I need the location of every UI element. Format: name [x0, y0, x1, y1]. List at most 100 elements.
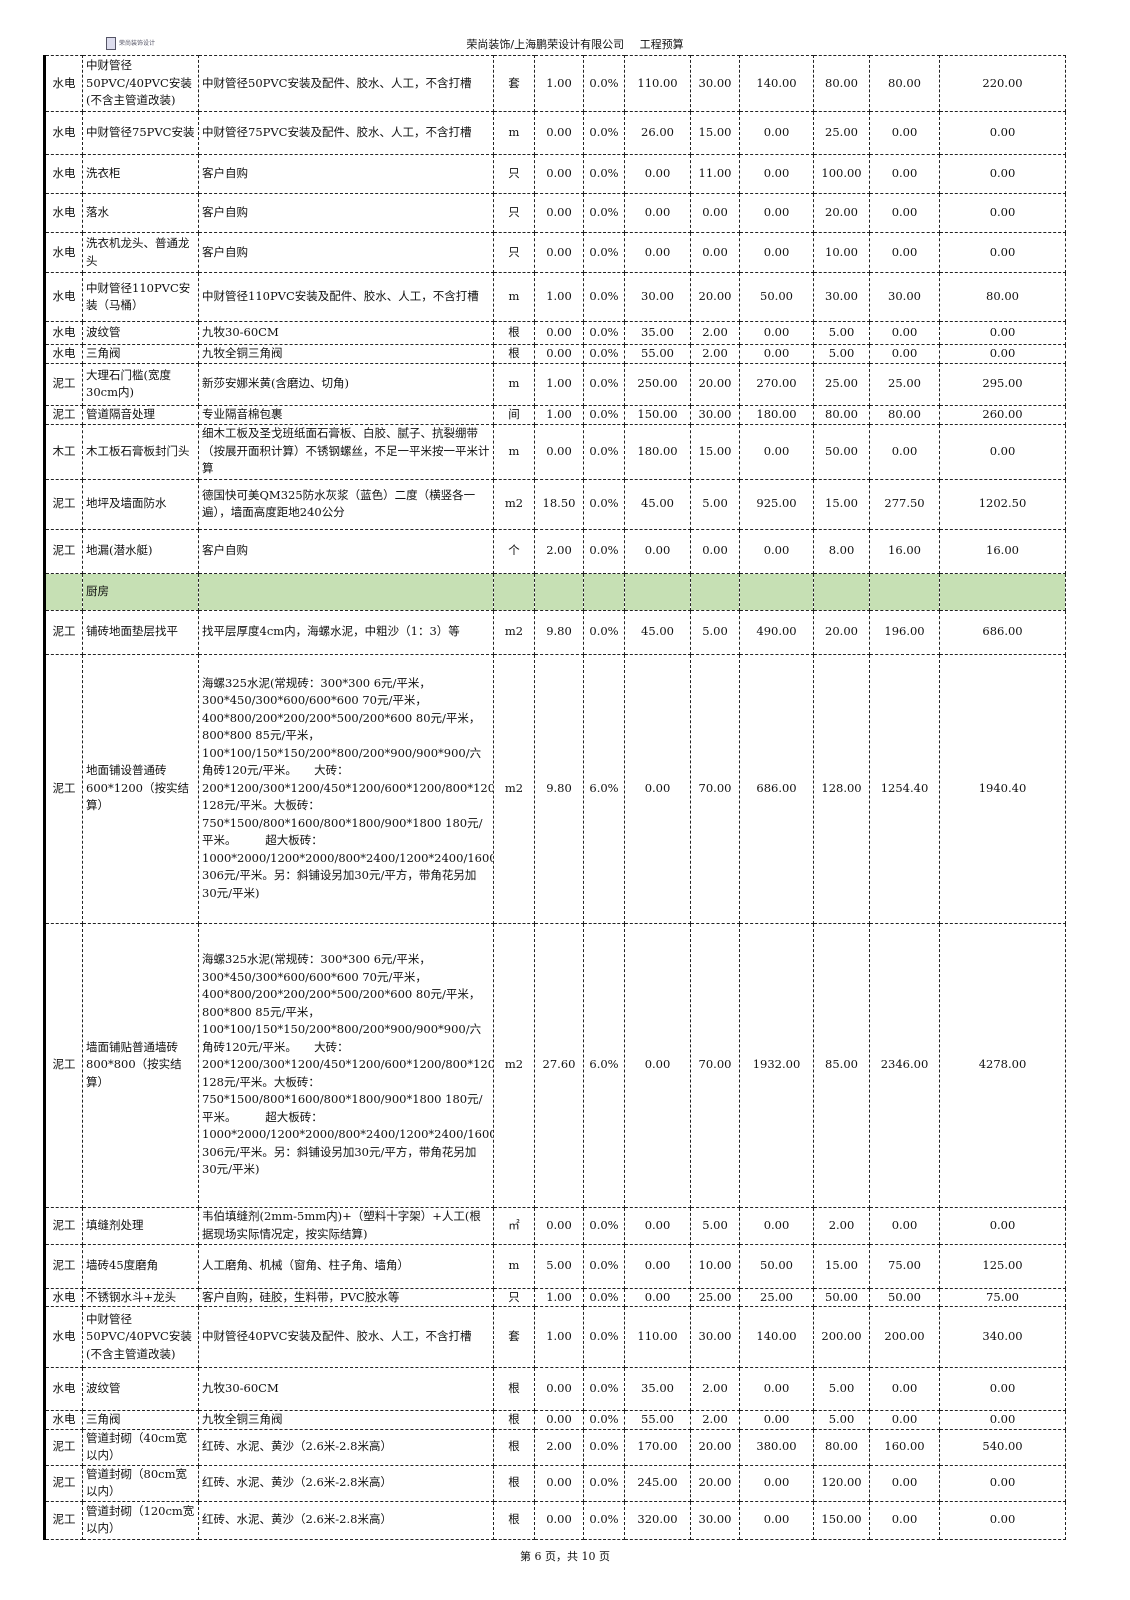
labor-unit-cell: 128.00 — [813, 653, 870, 924]
material-total-cell: 0.00 — [739, 321, 814, 345]
item-name-cell: 三角阀 — [82, 1410, 199, 1430]
labor-total-cell: 0.00 — [869, 232, 940, 273]
labor-price-cell: 5.00 — [690, 1206, 740, 1245]
labor-total-cell: 25.00 — [869, 362, 940, 406]
material-price-cell: 0.00 — [624, 1243, 691, 1289]
loss-rate-cell: 0.0% — [583, 111, 625, 155]
material-total-cell: 180.00 — [739, 404, 814, 425]
quantity-cell: 1.00 — [534, 362, 584, 406]
labor-total-cell: 0.00 — [869, 154, 940, 194]
labor-price-cell — [690, 572, 740, 611]
unit-cell: 套 — [493, 55, 535, 112]
quantity-cell: 0.00 — [534, 321, 584, 345]
material-total-cell: 50.00 — [739, 272, 814, 322]
category-cell: 水电 — [44, 321, 83, 345]
quantity-cell: 27.60 — [534, 922, 584, 1208]
material-price-cell: 0.00 — [624, 154, 691, 194]
item-name-cell: 波纹管 — [82, 321, 199, 345]
labor-price-cell: 30.00 — [690, 1500, 740, 1540]
labor-price-cell: 30.00 — [690, 55, 740, 112]
description-cell: 细木工板及圣戈班纸面石膏板、白胶、腻子、抗裂绷带（按展开面积计算）不锈钢螺丝，不… — [198, 423, 494, 480]
item-name-cell: 管道隔音处理 — [82, 404, 199, 425]
item-name-cell: 不锈钢水斗+龙头 — [82, 1287, 199, 1307]
labor-price-cell: 30.00 — [690, 404, 740, 425]
description-cell: 九牧30-60CM — [198, 1367, 494, 1411]
company-logo: 荣尚装饰设计 — [106, 35, 170, 51]
loss-rate-cell: 0.0% — [583, 1287, 625, 1307]
quantity-cell: 2.00 — [534, 1428, 584, 1466]
material-total-cell: 140.00 — [739, 55, 814, 112]
labor-total-cell: 0.00 — [869, 1464, 940, 1502]
row-total-cell: 1940.40 — [939, 653, 1066, 924]
unit-cell: 根 — [493, 1464, 535, 1502]
labor-unit-cell: 20.00 — [813, 193, 870, 233]
description-cell: 德国快可美QM325防水灰浆（蓝色）二度（横竖各一遍），墙面高度距地240公分 — [198, 478, 494, 530]
page-header: 荣尚装饰/上海鹏荣设计有限公司 工程预算 — [0, 36, 1130, 52]
category-cell: 泥工 — [44, 1428, 83, 1466]
row-total-cell: 80.00 — [939, 272, 1066, 322]
row-total-cell: 0.00 — [939, 1410, 1066, 1430]
material-price-cell: 180.00 — [624, 423, 691, 480]
description-cell: 红砖、水泥、黄沙（2.6米-2.8米高） — [198, 1428, 494, 1466]
material-total-cell: 140.00 — [739, 1306, 814, 1368]
row-total-cell: 125.00 — [939, 1243, 1066, 1289]
table-row: 水电 洗衣柜 客户自购只 0.00 0.0% 0.00 11.00 0.00 100.00 0.0… — [44, 154, 1066, 194]
material-total-cell: 1932.00 — [739, 922, 814, 1208]
category-cell: 泥工 — [44, 1500, 83, 1540]
labor-unit-cell: 20.00 — [813, 609, 870, 655]
category-cell — [44, 572, 83, 611]
quantity-cell: 0.00 — [534, 154, 584, 194]
material-price-cell: 0.00 — [624, 1206, 691, 1245]
loss-rate-cell: 0.0% — [583, 478, 625, 530]
table-row: 泥工 墙面铺贴普通墙砖800*800（按实结算） 海螺325水泥(常规砖：300*3… — [44, 922, 1066, 1208]
row-total-cell: 0.00 — [939, 154, 1066, 194]
unit-cell: 根 — [493, 1500, 535, 1540]
material-price-cell: 0.00 — [624, 922, 691, 1208]
row-total-cell: 340.00 — [939, 1306, 1066, 1368]
labor-unit-cell: 85.00 — [813, 922, 870, 1208]
item-name-cell: 洗衣机龙头、普通龙头 — [82, 232, 199, 273]
loss-rate-cell: 0.0% — [583, 321, 625, 345]
quantity-cell: 0.00 — [534, 1500, 584, 1540]
material-price-cell: 35.00 — [624, 321, 691, 345]
loss-rate-cell: 0.0% — [583, 154, 625, 194]
material-total-cell: 380.00 — [739, 1428, 814, 1466]
description-cell: 中财管径75PVC安装及配件、胶水、人工，不含打槽 — [198, 111, 494, 155]
labor-price-cell: 30.00 — [690, 1306, 740, 1368]
loss-rate-cell: 0.0% — [583, 1428, 625, 1466]
unit-cell: 根 — [493, 321, 535, 345]
labor-unit-cell: 15.00 — [813, 1243, 870, 1289]
labor-price-cell: 5.00 — [690, 609, 740, 655]
category-cell: 泥工 — [44, 1464, 83, 1502]
logo-mark-icon — [106, 36, 116, 50]
material-total-cell: 0.00 — [739, 1206, 814, 1245]
material-price-cell: 170.00 — [624, 1428, 691, 1466]
company-name: 荣尚装饰/上海鹏荣设计有限公司 — [466, 38, 625, 51]
category-cell: 水电 — [44, 272, 83, 322]
row-total-cell: 0.00 — [939, 344, 1066, 364]
quantity-cell: 0.00 — [534, 232, 584, 273]
table-row: 泥工 管道封砌（120cm宽以内） 红砖、水泥、黄沙（2.6米-2.8米高）根 0.0… — [44, 1500, 1066, 1540]
row-total-cell: 0.00 — [939, 1206, 1066, 1245]
unit-cell: 间 — [493, 404, 535, 425]
unit-cell: 只 — [493, 154, 535, 194]
description-cell: 韦伯填缝剂(2mm-5mm内)+（塑料十字架）+人工(根据现场实际情况定，按实际… — [198, 1206, 494, 1245]
unit-cell: 只 — [493, 232, 535, 273]
category-cell: 泥工 — [44, 362, 83, 406]
table-row: 泥工 管道封砌（40cm宽以内） 红砖、水泥、黄沙（2.6米-2.8米高）根 2.00… — [44, 1428, 1066, 1466]
labor-total-cell: 0.00 — [869, 423, 940, 480]
loss-rate-cell: 0.0% — [583, 362, 625, 406]
unit-cell: m — [493, 423, 535, 480]
unit-cell: m — [493, 272, 535, 322]
unit-cell: 只 — [493, 1287, 535, 1307]
description-cell: 客户自购 — [198, 193, 494, 233]
labor-total-cell: 0.00 — [869, 1206, 940, 1245]
unit-cell: 只 — [493, 193, 535, 233]
quantity-cell: 1.00 — [534, 1306, 584, 1368]
material-price-cell: 110.00 — [624, 55, 691, 112]
page-number: 第 6 页，共 10 页 — [520, 1550, 610, 1563]
category-cell: 泥工 — [44, 653, 83, 924]
item-name-cell: 管道封砌（120cm宽以内） — [82, 1500, 199, 1540]
material-total-cell: 25.00 — [739, 1287, 814, 1307]
labor-total-cell: 30.00 — [869, 272, 940, 322]
